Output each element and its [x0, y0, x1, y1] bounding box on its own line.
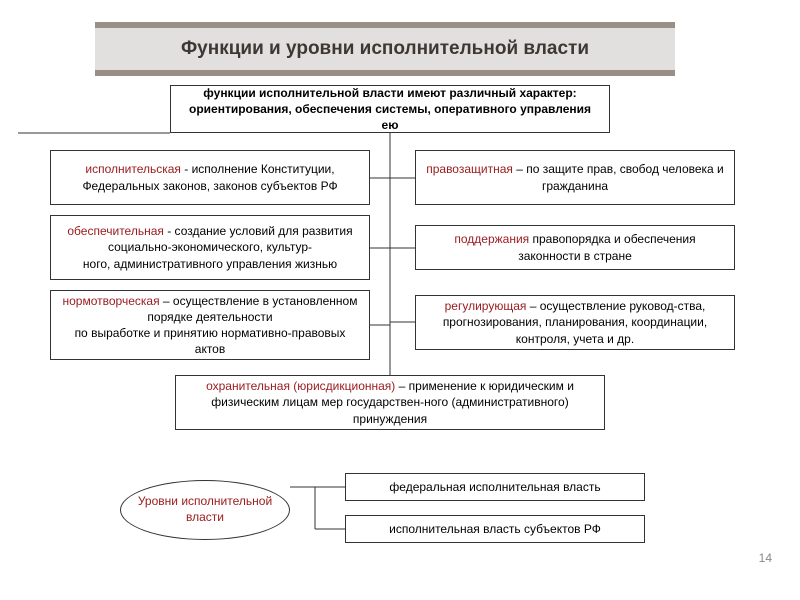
txt: – по защите прав, свобод человека и граж… [513, 162, 724, 192]
hl: исполнительская [85, 162, 181, 176]
txt2: по выработке и принятию нормативно-право… [59, 325, 361, 357]
txt: федеральная исполнительная власть [389, 479, 600, 495]
levels-oval: Уровни исполнительной власти [120, 480, 290, 540]
txt: исполнительная власть субъектов РФ [389, 521, 601, 537]
func-left-3: нормотворческая – осуществление в устано… [50, 290, 370, 360]
func-right-3: регулирующая – осуществление руковод-ств… [415, 295, 735, 350]
intro-box: функции исполнительной власти имеют разл… [170, 85, 610, 133]
hl: обеспечительная [67, 224, 164, 238]
level-subjects: исполнительная власть субъектов РФ [345, 515, 645, 543]
oval-text: Уровни исполнительной власти [121, 494, 289, 525]
hl: поддержания [454, 232, 529, 246]
func-left-2: обеспечительная - создание условий для р… [50, 215, 370, 280]
txt: – осуществление в установленном порядке … [147, 294, 357, 324]
hl: правозащитная [426, 162, 513, 176]
hl: нормотворческая [63, 294, 160, 308]
page-number: 14 [759, 551, 772, 565]
title-text: Функции и уровни исполнительной власти [181, 38, 589, 60]
txt: правопорядка и обеспечения законности в … [518, 232, 695, 262]
func-right-2: поддержания правопорядка и обеспечения з… [415, 225, 735, 270]
hl: охранительная (юрисдикционная) [206, 379, 395, 393]
intro-text: функции исполнительной власти имеют разл… [179, 85, 601, 134]
txt2: ного, административного управления жизнь… [83, 256, 337, 272]
func-wide: охранительная (юрисдикционная) – примене… [175, 375, 605, 430]
hl: регулирующая [445, 299, 527, 313]
func-right-1: правозащитная – по защите прав, свобод ч… [415, 150, 735, 205]
level-federal: федеральная исполнительная власть [345, 473, 645, 501]
func-left-1: исполнительская - исполнение Конституции… [50, 150, 370, 205]
page-title: Функции и уровни исполнительной власти [95, 22, 675, 76]
